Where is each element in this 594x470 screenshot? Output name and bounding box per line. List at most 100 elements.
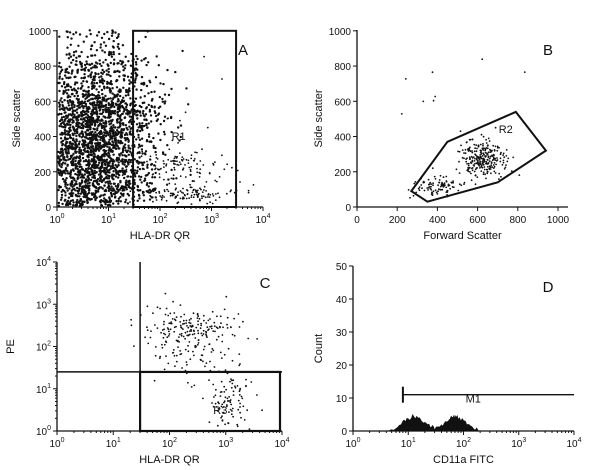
- scatter-point: [69, 199, 73, 202]
- scatter-point: [140, 161, 143, 164]
- scatter-point: [467, 166, 470, 169]
- x-tick-label: 800: [509, 215, 526, 226]
- scatter-point: [68, 108, 71, 112]
- scatter-point: [111, 110, 114, 113]
- scatter-point: [127, 144, 130, 147]
- x-tick-label: 103: [204, 213, 219, 226]
- scatter-point: [68, 187, 71, 190]
- scatter-point: [471, 159, 474, 162]
- scatter-point: [81, 176, 84, 179]
- scatter-point: [207, 196, 209, 198]
- scatter-point: [103, 155, 106, 158]
- scatter-point: [81, 203, 84, 207]
- scatter-point: [216, 424, 219, 427]
- scatter-point: [104, 128, 107, 132]
- scatter-point: [78, 33, 82, 36]
- scatter-point: [96, 34, 99, 37]
- scatter-point: [124, 146, 127, 149]
- y-tick-label: 50: [336, 262, 348, 273]
- scatter-point: [492, 164, 495, 166]
- scatter-point: [488, 140, 491, 142]
- scatter-point: [85, 35, 88, 38]
- scatter-point: [130, 324, 133, 327]
- scatter-point: [82, 191, 86, 194]
- scatter-point: [502, 159, 505, 162]
- scatter-point: [99, 43, 103, 46]
- scatter-point: [124, 181, 128, 184]
- scatter-point: [205, 334, 208, 337]
- scatter-point: [141, 192, 144, 195]
- scatter-point: [57, 201, 60, 205]
- scatter-point: [109, 122, 113, 125]
- scatter-point: [83, 185, 86, 188]
- scatter-point: [63, 74, 67, 77]
- scatter-point: [170, 322, 173, 325]
- scatter-point: [111, 87, 114, 90]
- scatter-point: [104, 109, 107, 112]
- scatter-point: [168, 148, 171, 151]
- scatter-point: [111, 32, 114, 35]
- scatter-point: [164, 153, 167, 156]
- scatter-point: [104, 141, 108, 145]
- scatter-point: [66, 96, 69, 99]
- scatter-point: [118, 109, 121, 113]
- scatter-point: [117, 202, 120, 205]
- scatter-point: [147, 122, 150, 125]
- scatter-point: [494, 145, 497, 148]
- scatter-point: [95, 88, 98, 91]
- scatter-point: [76, 131, 79, 135]
- scatter-point: [57, 188, 60, 192]
- scatter-point: [74, 50, 78, 53]
- scatter-point: [492, 144, 495, 147]
- scatter-point: [74, 189, 77, 192]
- scatter-point: [496, 146, 499, 149]
- scatter-point: [63, 90, 66, 94]
- scatter-point: [512, 156, 515, 159]
- scatter-point: [100, 75, 103, 78]
- scatter-point: [134, 97, 138, 100]
- scatter-point: [472, 164, 475, 167]
- scatter-point: [63, 81, 66, 84]
- scatter-point: [114, 132, 118, 135]
- scatter-point: [124, 185, 127, 188]
- scatter-point: [119, 195, 122, 199]
- scatter-point: [192, 159, 195, 162]
- scatter-point: [202, 360, 204, 363]
- scatter-point: [493, 149, 496, 151]
- scatter-point: [129, 127, 132, 130]
- scatter-point: [169, 312, 172, 315]
- scatter-point: [154, 150, 157, 154]
- scatter-point: [165, 163, 168, 166]
- scatter-point: [147, 133, 151, 136]
- scatter-point: [93, 54, 97, 57]
- scatter-point: [110, 55, 114, 58]
- scatter-point: [114, 164, 117, 167]
- scatter-point: [87, 167, 90, 170]
- x-axis-title: HLA-DR QR: [130, 230, 191, 242]
- scatter-point: [470, 179, 473, 182]
- scatter-point: [107, 37, 111, 41]
- scatter-point: [66, 170, 69, 173]
- scatter-point: [60, 163, 64, 166]
- scatter-point: [161, 194, 164, 197]
- scatter-point: [99, 171, 102, 174]
- scatter-point: [473, 163, 476, 165]
- scatter-point: [483, 168, 486, 171]
- scatter-point: [116, 185, 119, 189]
- scatter-point: [124, 94, 128, 97]
- scatter-point: [106, 164, 110, 168]
- scatter-point: [107, 82, 111, 85]
- scatter-point: [474, 168, 477, 171]
- scatter-point: [86, 114, 90, 117]
- scatter-point: [183, 197, 185, 200]
- scatter-point: [100, 112, 104, 116]
- scatter-point: [226, 405, 228, 408]
- scatter-point: [108, 199, 112, 202]
- scatter-point: [192, 196, 195, 199]
- scatter-point: [122, 69, 125, 72]
- scatter-point: [73, 105, 76, 109]
- scatter-point: [166, 117, 169, 120]
- scatter-point: [463, 181, 466, 184]
- scatter-point: [89, 98, 93, 101]
- scatter-point: [74, 159, 77, 163]
